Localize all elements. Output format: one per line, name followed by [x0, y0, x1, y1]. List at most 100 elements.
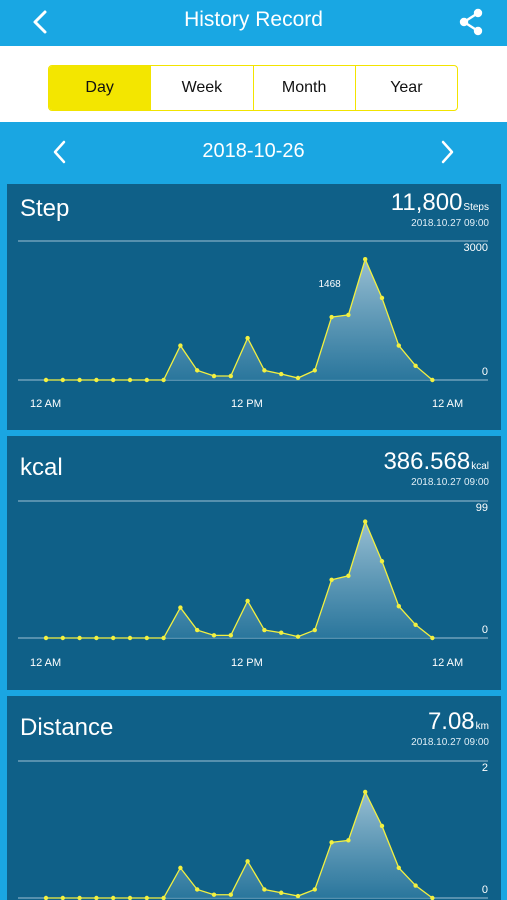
card-timestamp: 2018.10.27 09:00 — [411, 477, 489, 488]
data-point — [295, 375, 301, 381]
data-point — [329, 840, 334, 845]
data-point — [279, 371, 284, 377]
data-point — [279, 630, 284, 635]
data-point — [346, 838, 351, 843]
data-point — [396, 604, 401, 609]
total-unit: km — [475, 721, 489, 732]
step-card: Step 11,800Steps 2018.10.27 09:00 3000 0 1… — [7, 184, 501, 430]
card-title: kcal — [20, 454, 63, 481]
data-point — [312, 887, 317, 892]
period-tab-strip: Day Week Month Year — [0, 46, 507, 122]
top-bar: History Record — [0, 0, 507, 46]
data-point — [195, 627, 200, 633]
page-title: History Record — [184, 8, 323, 31]
data-point — [94, 377, 99, 383]
data-point — [94, 635, 99, 641]
x-axis-label: 12 AM — [30, 398, 62, 410]
data-point — [60, 895, 65, 900]
total-unit: kcal — [471, 461, 489, 472]
y-min-label: 0 — [482, 624, 488, 636]
data-point — [363, 256, 368, 262]
data-point — [161, 377, 166, 383]
data-point — [127, 635, 133, 641]
data-point — [329, 577, 334, 582]
x-axis-label: 12 AM — [432, 398, 464, 410]
data-point — [363, 519, 368, 524]
tab-week[interactable]: Week — [150, 66, 252, 110]
data-point — [161, 635, 166, 641]
kcal-card: kcal 386.568kcal 2018.10.27 09:00 99 0 12… — [7, 436, 501, 690]
data-point — [178, 865, 183, 871]
distance-chart: 20 — [18, 760, 488, 900]
data-point — [195, 368, 200, 373]
period-tabs: Day Week Month Year — [48, 65, 458, 111]
kcal-chart: 99 0 — [18, 500, 488, 641]
tab-day[interactable]: Day — [49, 66, 151, 110]
date-navigator: 2018-10-26 — [0, 122, 507, 180]
data-label: 1468 — [318, 279, 341, 290]
share-icon[interactable] — [458, 8, 484, 36]
data-point — [346, 573, 351, 579]
previous-date-icon[interactable] — [50, 138, 70, 166]
card-timestamp: 2018.10.27 09:00 — [411, 737, 489, 748]
data-point — [43, 895, 49, 900]
y-max-label: 99 — [476, 502, 488, 514]
x-axis-label: 12 AM — [30, 657, 62, 669]
data-point — [60, 635, 65, 641]
data-point — [262, 887, 267, 892]
data-point — [211, 892, 217, 897]
next-date-icon[interactable] — [437, 138, 457, 166]
data-point — [430, 377, 435, 383]
series-area — [46, 259, 433, 380]
data-point — [211, 373, 217, 379]
card-total: 7.08km — [428, 708, 489, 736]
data-point — [77, 635, 82, 641]
data-point — [77, 377, 82, 383]
x-axis-label: 12 PM — [231, 657, 263, 669]
data-point — [430, 635, 435, 641]
total-value: 7.08 — [427, 708, 475, 735]
card-title: Distance — [20, 714, 114, 741]
data-point — [295, 634, 301, 639]
data-point — [329, 314, 334, 320]
data-point — [228, 373, 233, 379]
data-point — [211, 633, 217, 638]
back-arrow-icon[interactable] — [30, 9, 52, 35]
card-total: 386.568kcal — [383, 448, 489, 476]
total-unit: Steps — [463, 202, 489, 213]
y-min-label: 0 — [482, 884, 488, 896]
data-point — [413, 883, 418, 888]
data-point — [77, 895, 82, 900]
series-line — [46, 257, 433, 381]
data-point — [396, 343, 401, 348]
data-point — [43, 377, 49, 383]
data-point — [379, 295, 385, 301]
y-max-label: 3000 — [464, 242, 488, 254]
x-axis-label: 12 PM — [231, 398, 263, 410]
data-point — [228, 633, 233, 638]
series-line — [46, 519, 433, 639]
data-point — [312, 368, 317, 373]
data-point — [312, 627, 317, 633]
data-point — [144, 635, 149, 641]
tab-year[interactable]: Year — [354, 66, 457, 110]
current-date: 2018-10-26 — [202, 140, 305, 162]
data-point — [346, 312, 351, 318]
data-point — [363, 789, 368, 795]
data-point — [228, 892, 233, 897]
tab-month[interactable]: Month — [252, 66, 355, 110]
data-point — [262, 368, 267, 373]
data-point — [245, 859, 250, 864]
data-point — [430, 895, 435, 900]
data-point — [295, 893, 301, 899]
total-value: 386.568 — [383, 448, 471, 475]
data-point — [413, 622, 418, 627]
y-max-label: 2 — [482, 762, 488, 774]
data-point — [161, 895, 166, 900]
data-point — [43, 635, 49, 641]
series-area — [46, 521, 433, 638]
card-total: 11,800Steps — [391, 189, 489, 217]
data-point — [379, 823, 385, 829]
data-point — [144, 377, 149, 383]
